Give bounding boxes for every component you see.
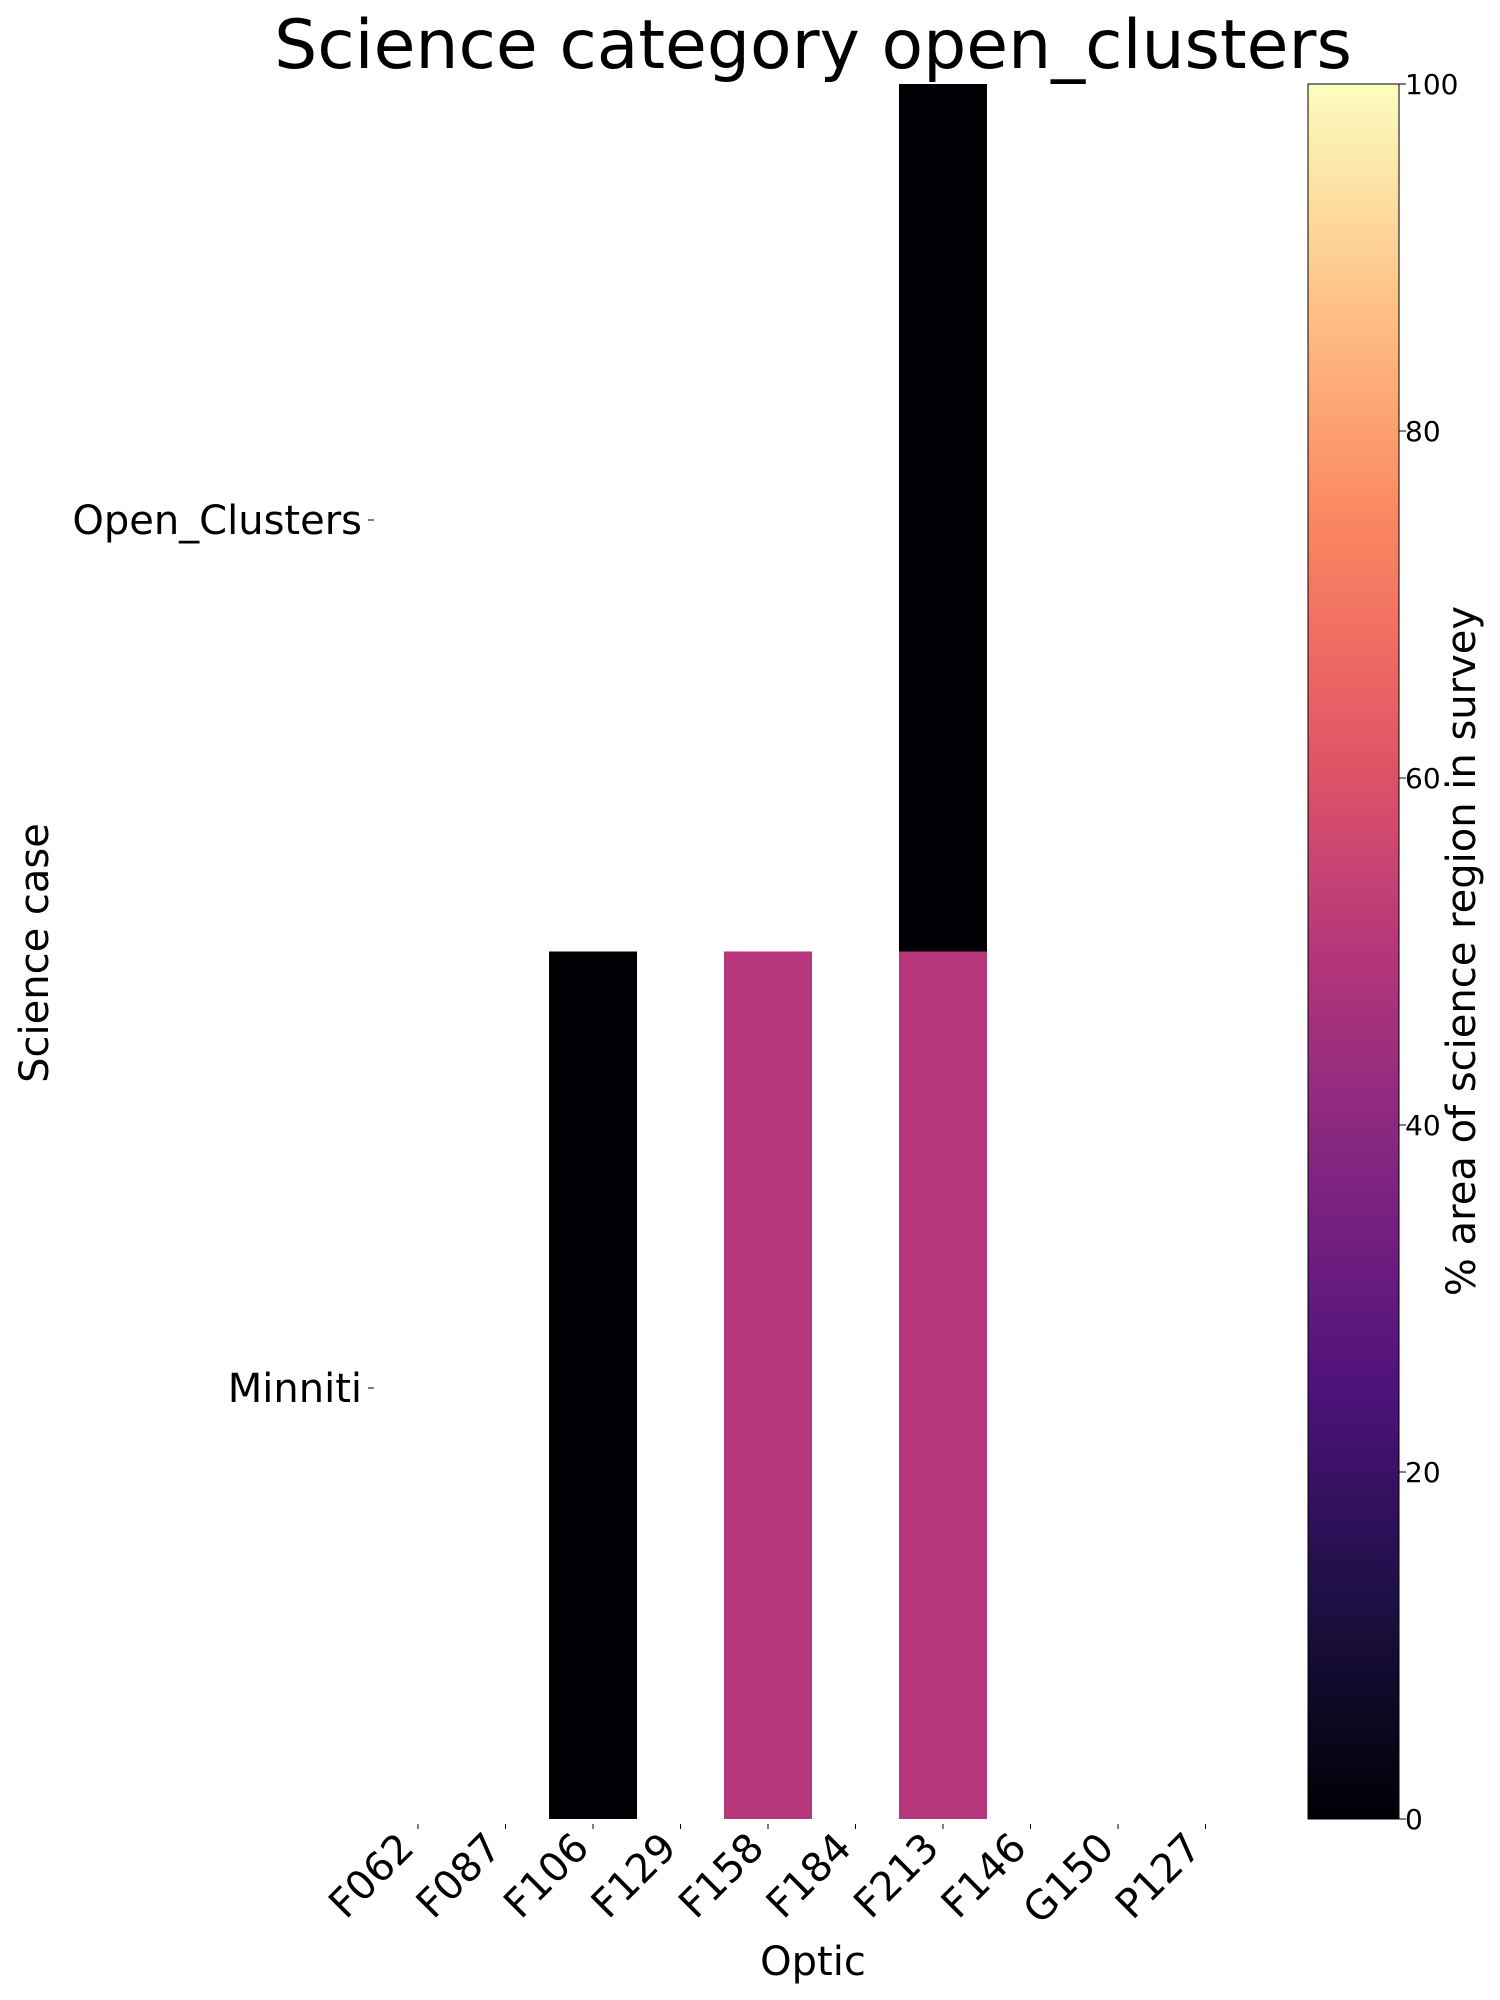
y-tick-label-open_clusters: Open_Clusters xyxy=(72,498,362,544)
x-tick-label-f062: F062 xyxy=(320,1825,423,1928)
colorbar-tick-label-100: 100 xyxy=(1405,68,1458,101)
colorbar xyxy=(1307,83,1400,1820)
x-tick-label-f158: F158 xyxy=(670,1825,773,1928)
heatmap-cell-minniti-f106 xyxy=(549,951,637,1819)
x-tick-label-p127: P127 xyxy=(1107,1825,1211,1929)
colorbar-tick-label-0: 0 xyxy=(1405,1803,1423,1836)
y-tick-label-minniti: Minniti xyxy=(228,1366,362,1412)
x-tick-label-f129: F129 xyxy=(583,1825,686,1928)
colorbar-label: % area of science region in survey xyxy=(1439,606,1485,1296)
colorbar-tick-label-40: 40 xyxy=(1405,1109,1441,1142)
chart-title: Science category open_clusters xyxy=(274,6,1352,85)
colorbar-ticks: 0 20 40 60 80 100 xyxy=(1399,68,1458,1836)
heatmap-cells xyxy=(549,84,987,1819)
x-tick-label-f146: F146 xyxy=(933,1825,1036,1928)
y-axis-label: Science case xyxy=(12,823,58,1083)
x-tick-label-f184: F184 xyxy=(758,1825,861,1928)
colorbar-tick-label-80: 80 xyxy=(1405,415,1441,448)
x-axis-label: Optic xyxy=(760,1939,866,1985)
colorbar-tick-label-20: 20 xyxy=(1405,1456,1441,1489)
x-tick-label-f087: F087 xyxy=(408,1825,511,1928)
y-axis-ticks: Open_Clusters Minniti xyxy=(72,498,374,1412)
x-tick-label-g150: G150 xyxy=(1015,1825,1123,1933)
x-tick-label-f106: F106 xyxy=(495,1825,598,1928)
heatmap-cell-minniti-f213 xyxy=(899,951,987,1819)
x-tick-label-f213: F213 xyxy=(845,1825,948,1928)
heatmap-cell-minniti-f158 xyxy=(724,951,812,1819)
colorbar-tick-label-60: 60 xyxy=(1405,762,1441,795)
heatmap-cell-open_clusters-f213 xyxy=(899,84,987,952)
